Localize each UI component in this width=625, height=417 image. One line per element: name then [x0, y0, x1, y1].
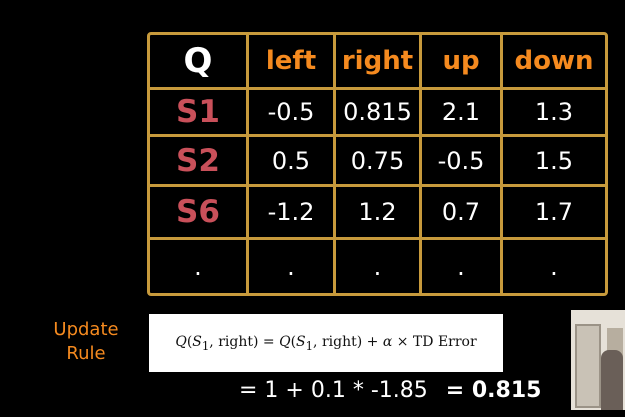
header-down: down	[514, 46, 594, 76]
ellipsis-cell: .	[373, 252, 382, 281]
table-divider	[150, 184, 605, 187]
header-up: up	[442, 46, 480, 76]
update-rule-label: Update Rule	[42, 318, 130, 366]
table-divider	[150, 87, 605, 90]
webcam-inset	[571, 310, 625, 410]
header-right: right	[341, 46, 414, 76]
table-cell: -0.5	[267, 98, 315, 126]
table-cell: 1.5	[534, 146, 574, 175]
table-divider	[419, 35, 422, 293]
ellipsis-cell: .	[194, 252, 202, 281]
table-cell: 0.815	[343, 98, 412, 126]
ellipsis-cell: .	[550, 252, 558, 281]
q-table: Q left right up down S1 -0.5 0.815 2.1 1…	[147, 32, 608, 296]
update-formula: Q(S1, right) = Q(S1, right) + α × TD Err…	[149, 314, 503, 372]
state-label: S2	[176, 142, 220, 179]
header-left: left	[265, 46, 317, 76]
ellipsis-cell: .	[457, 252, 465, 281]
ellipsis-cell: .	[287, 252, 295, 281]
webcam-door	[575, 324, 601, 408]
webcam-figure	[601, 350, 623, 410]
update-rule-line1: Update	[53, 319, 119, 340]
table-cell: 0.7	[441, 198, 481, 226]
table-cell: 0.75	[350, 146, 405, 175]
table-divider	[150, 237, 605, 240]
calc-expression: = 1 + 0.1 * -1.85	[239, 377, 428, 403]
table-cell: -1.2	[267, 198, 315, 226]
table-cell: 1.2	[358, 198, 397, 226]
table-divider	[150, 134, 605, 137]
update-rule-line2: Rule	[66, 343, 106, 364]
table-cell: 1.3	[534, 98, 574, 126]
calc-result: = 0.815	[445, 377, 542, 403]
table-divider	[500, 35, 503, 293]
table-cell: -0.5	[437, 146, 485, 175]
state-label: S6	[176, 194, 220, 230]
state-label: S1	[176, 94, 220, 130]
table-divider	[333, 35, 336, 293]
table-divider	[246, 35, 249, 293]
table-cell: 1.7	[534, 198, 574, 226]
calculation: = 1 + 0.1 * -1.85 = 0.815	[239, 372, 541, 408]
table-cell: 0.5	[271, 146, 311, 175]
table-cell: 2.1	[441, 98, 481, 126]
table-corner-q: Q	[183, 41, 213, 81]
